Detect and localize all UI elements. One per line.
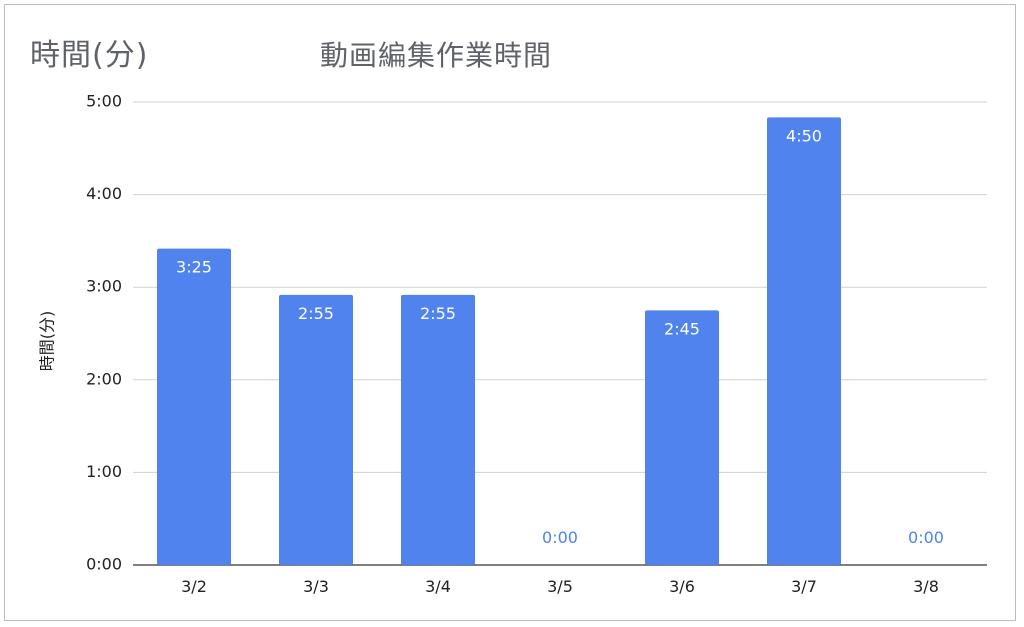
bar-data-label: 4:50 — [786, 126, 822, 145]
x-tick-label: 3/4 — [425, 577, 451, 596]
gridlines — [133, 101, 987, 566]
y-axis-ticks: 0:00 1:00 2:00 3:00 4:00 5:00 — [86, 92, 122, 574]
bar[interactable] — [645, 310, 719, 565]
x-tick-label: 3/3 — [303, 577, 329, 596]
bar-labels: 3:25 2:55 2:55 0:00 2:45 4:50 0:00 — [176, 126, 944, 547]
y-tick-label: 2:00 — [86, 369, 122, 388]
bar-data-label: 2:55 — [298, 304, 334, 323]
chart-title: 動画編集作業時間 — [320, 39, 553, 72]
bar-data-label: 0:00 — [542, 528, 578, 547]
x-tick-label: 3/5 — [547, 577, 573, 596]
bar[interactable] — [401, 294, 475, 565]
bar-data-label: 2:55 — [420, 304, 456, 323]
y-tick-label: 0:00 — [86, 555, 122, 574]
bars — [157, 117, 841, 565]
x-axis-ticks: 3/2 3/3 3/4 3/5 3/6 3/7 3/8 — [181, 577, 939, 596]
x-tick-label: 3/8 — [913, 577, 939, 596]
bar[interactable] — [279, 294, 353, 565]
chart-left-title: 時間(分) — [30, 38, 149, 73]
y-tick-label: 1:00 — [86, 462, 122, 481]
bar[interactable] — [767, 117, 841, 565]
bar[interactable] — [157, 248, 231, 565]
y-tick-label: 3:00 — [86, 277, 122, 296]
x-tick-label: 3/6 — [669, 577, 695, 596]
x-tick-label: 3/2 — [181, 577, 207, 596]
x-tick-label: 3/7 — [791, 577, 817, 596]
y-tick-label: 5:00 — [86, 92, 122, 111]
bar-data-label: 0:00 — [908, 528, 944, 547]
bar-data-label: 3:25 — [176, 258, 212, 277]
bar-data-label: 2:45 — [664, 319, 700, 338]
y-tick-label: 4:00 — [86, 184, 122, 203]
y-axis-title: 時間(分) — [38, 311, 57, 372]
